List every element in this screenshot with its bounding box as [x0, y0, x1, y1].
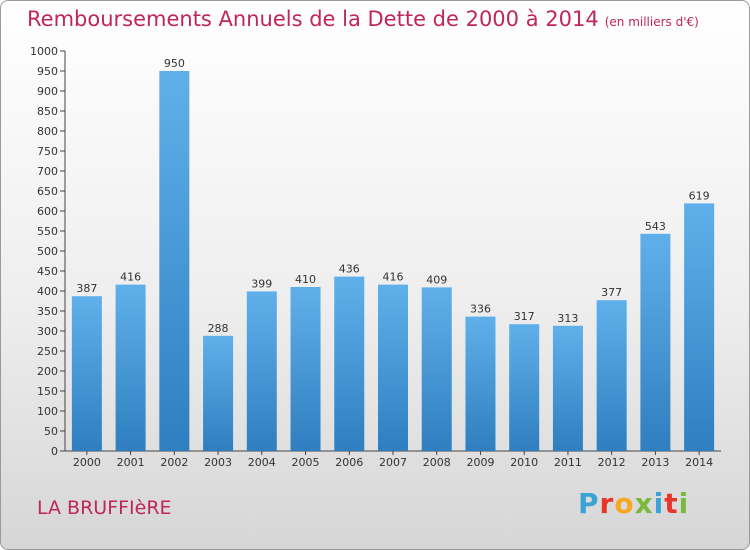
bar-value-label: 288: [208, 322, 229, 335]
y-tick-label: 250: [37, 345, 58, 358]
proxiti-logo: Proxiti: [578, 487, 689, 520]
y-tick-label: 700: [37, 165, 58, 178]
y-tick-label: 150: [37, 385, 58, 398]
y-tick-label: 100: [37, 405, 58, 418]
bar: [596, 300, 627, 451]
bar-value-label: 399: [251, 277, 272, 290]
y-tick-label: 450: [37, 265, 58, 278]
bar-value-label: 416: [120, 271, 141, 284]
bar: [159, 71, 190, 451]
x-tick-label: 2003: [204, 456, 232, 469]
chart-title: Remboursements Annuels de la Dette de 20…: [27, 7, 699, 31]
y-tick-label: 550: [37, 225, 58, 238]
x-tick-label: 2009: [466, 456, 494, 469]
bar: [290, 287, 321, 451]
bar: [640, 233, 671, 451]
bar: [246, 291, 277, 451]
bar-value-label: 387: [76, 282, 97, 295]
bar-value-label: 543: [645, 220, 666, 233]
y-tick-label: 50: [44, 425, 58, 438]
commune-name: LA BRUFFIèRE: [37, 497, 172, 519]
bar-value-label: 377: [601, 286, 622, 299]
bar: [684, 203, 715, 451]
x-tick-label: 2006: [335, 456, 363, 469]
x-tick-label: 2011: [554, 456, 582, 469]
bar: [509, 324, 540, 451]
x-tick-label: 2002: [160, 456, 188, 469]
y-tick-label: 400: [37, 285, 58, 298]
bar: [115, 284, 146, 451]
y-tick-label: 500: [37, 245, 58, 258]
bar-value-label: 619: [689, 189, 710, 202]
x-tick-label: 2014: [685, 456, 713, 469]
bar-value-label: 409: [426, 273, 447, 286]
logo-letter: i: [678, 487, 690, 520]
y-tick-label: 1000: [30, 45, 58, 58]
logo-letter: r: [599, 487, 615, 520]
y-tick-label: 750: [37, 145, 58, 158]
bar-value-label: 416: [383, 271, 404, 284]
y-tick-label: 800: [37, 125, 58, 138]
x-tick-label: 2013: [641, 456, 669, 469]
x-tick-label: 2004: [248, 456, 276, 469]
logo-letter: i: [653, 487, 665, 520]
bar-value-label: 436: [339, 263, 360, 276]
y-tick-label: 650: [37, 185, 58, 198]
y-tick-label: 950: [37, 65, 58, 78]
y-tick-label: 900: [37, 85, 58, 98]
y-tick-label: 0: [51, 445, 58, 458]
x-tick-label: 2012: [598, 456, 626, 469]
y-tick-label: 350: [37, 305, 58, 318]
y-tick-label: 850: [37, 105, 58, 118]
bar: [203, 335, 234, 451]
x-tick-label: 2007: [379, 456, 407, 469]
y-tick-label: 300: [37, 325, 58, 338]
bar: [465, 316, 496, 451]
x-tick-label: 2010: [510, 456, 538, 469]
bar: [71, 296, 102, 451]
bar-value-label: 950: [164, 57, 185, 70]
bar-value-label: 336: [470, 303, 491, 316]
chart-title-text: Remboursements Annuels de la Dette de 20…: [27, 7, 599, 31]
chart-unit: (en milliers d'€): [604, 15, 699, 29]
logo-letter: t: [664, 487, 679, 520]
y-tick-label: 200: [37, 365, 58, 378]
logo-letter: x: [634, 487, 654, 520]
x-tick-label: 2000: [73, 456, 101, 469]
bar: [552, 325, 583, 451]
bar-value-label: 313: [557, 312, 578, 325]
x-tick-label: 2008: [423, 456, 451, 469]
bar-value-label: 410: [295, 273, 316, 286]
bar: [378, 284, 408, 451]
x-tick-label: 2001: [117, 456, 145, 469]
logo-letter: P: [578, 487, 600, 520]
logo-letter: o: [614, 487, 635, 520]
bar: [421, 287, 452, 451]
y-tick-label: 600: [37, 205, 58, 218]
bar: [334, 276, 365, 451]
x-tick-label: 2005: [292, 456, 320, 469]
bar-value-label: 317: [514, 310, 535, 323]
